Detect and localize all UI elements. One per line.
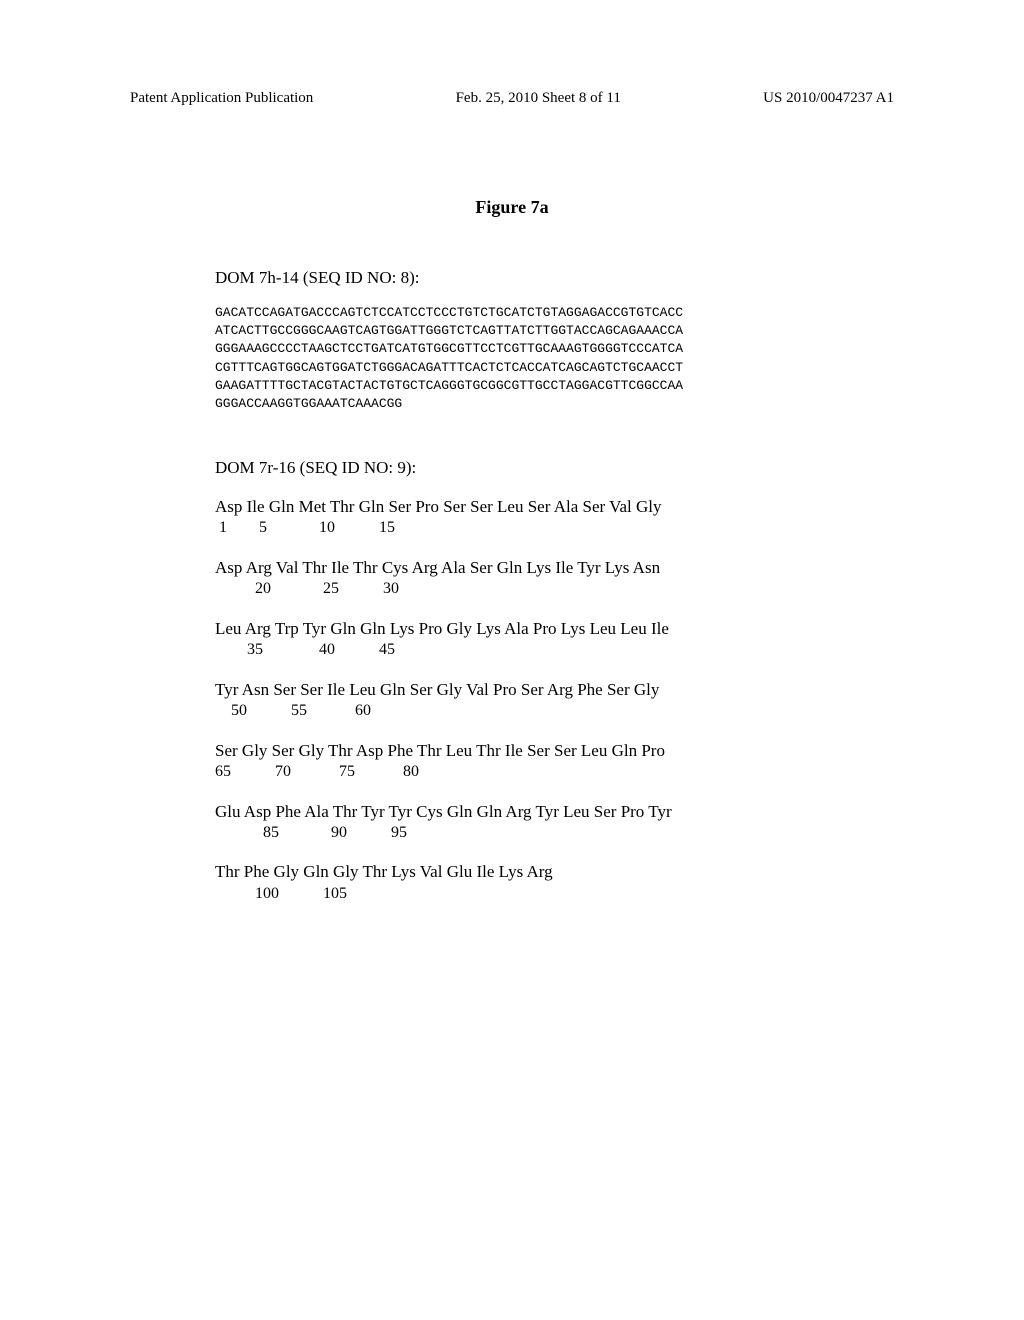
header-center: Feb. 25, 2010 Sheet 8 of 11 [456, 90, 621, 107]
position-row-3: 50 55 60 [215, 701, 809, 722]
dom7r16-label: DOM 7r-16 (SEQ ID NO: 9): [215, 458, 809, 478]
position-row-0: 1 5 10 15 [215, 518, 809, 539]
header-right: US 2010/0047237 A1 [763, 90, 894, 107]
position-row-4: 65 70 75 80 [215, 762, 809, 783]
position-row-5: 85 90 95 [215, 823, 809, 844]
page-header: Patent Application Publication Feb. 25, … [0, 0, 1024, 107]
content-block: DOM 7h-14 (SEQ ID NO: 8): GACATCCAGATGAC… [0, 268, 1024, 904]
protein-row-6: Thr Phe Gly Gln Gly Thr Lys Val Glu Ile … [215, 861, 809, 883]
dna-sequence: GACATCCAGATGACCCAGTCTCCATCCTCCCTGTCTGCAT… [215, 304, 809, 413]
figure-title: Figure 7a [0, 197, 1024, 218]
protein-row-4: Ser Gly Ser Gly Thr Asp Phe Thr Leu Thr … [215, 740, 809, 762]
protein-row-3: Tyr Asn Ser Ser Ile Leu Gln Ser Gly Val … [215, 679, 809, 701]
position-row-1: 20 25 30 [215, 579, 809, 600]
position-row-6: 100 105 [215, 884, 809, 905]
protein-row-2: Leu Arg Trp Tyr Gln Gln Lys Pro Gly Lys … [215, 618, 809, 640]
protein-row-0: Asp Ile Gln Met Thr Gln Ser Pro Ser Ser … [215, 496, 809, 518]
dom7h14-label: DOM 7h-14 (SEQ ID NO: 8): [215, 268, 809, 288]
header-left: Patent Application Publication [130, 90, 313, 107]
protein-row-1: Asp Arg Val Thr Ile Thr Cys Arg Ala Ser … [215, 557, 809, 579]
position-row-2: 35 40 45 [215, 640, 809, 661]
protein-row-5: Glu Asp Phe Ala Thr Tyr Tyr Cys Gln Gln … [215, 801, 809, 823]
